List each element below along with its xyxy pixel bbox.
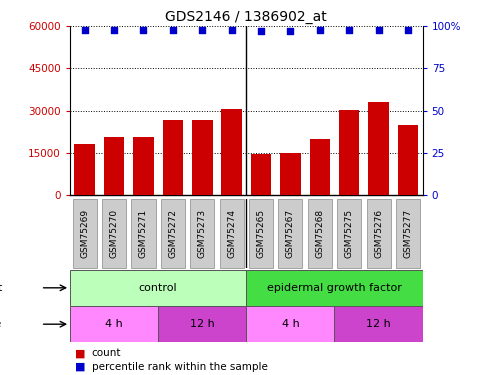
Text: ■: ■ xyxy=(75,362,85,372)
Bar xyxy=(220,199,244,268)
Text: percentile rank within the sample: percentile rank within the sample xyxy=(92,362,268,372)
Title: GDS2146 / 1386902_at: GDS2146 / 1386902_at xyxy=(166,10,327,24)
Bar xyxy=(74,144,95,195)
Text: epidermal growth factor: epidermal growth factor xyxy=(267,283,402,293)
Bar xyxy=(308,199,332,268)
Point xyxy=(199,27,206,33)
Point xyxy=(404,27,412,33)
Bar xyxy=(104,137,125,195)
Bar xyxy=(334,306,423,342)
Bar xyxy=(249,199,273,268)
Bar xyxy=(221,109,242,195)
Point xyxy=(140,27,147,33)
Bar xyxy=(70,306,158,342)
Text: agent: agent xyxy=(0,283,2,293)
Point xyxy=(110,27,118,33)
Text: control: control xyxy=(139,283,177,293)
Bar xyxy=(251,154,271,195)
Bar xyxy=(367,199,391,268)
Bar xyxy=(131,199,156,268)
Text: count: count xyxy=(92,348,121,358)
Bar xyxy=(192,120,213,195)
Text: GSM75271: GSM75271 xyxy=(139,209,148,258)
Bar xyxy=(398,124,418,195)
Bar xyxy=(133,136,154,195)
Text: GSM75273: GSM75273 xyxy=(198,209,207,258)
Text: GSM75277: GSM75277 xyxy=(403,209,412,258)
Bar xyxy=(280,153,301,195)
Text: ■: ■ xyxy=(75,348,85,358)
Bar xyxy=(161,199,185,268)
Bar xyxy=(190,199,214,268)
Point xyxy=(169,27,177,33)
Bar xyxy=(163,120,183,195)
Text: GSM75272: GSM75272 xyxy=(169,209,177,258)
Point xyxy=(228,27,236,33)
Text: GSM75276: GSM75276 xyxy=(374,209,383,258)
Text: time: time xyxy=(0,319,2,329)
Text: GSM75274: GSM75274 xyxy=(227,209,236,258)
Text: GSM75275: GSM75275 xyxy=(345,209,354,258)
Bar xyxy=(70,270,246,306)
Point xyxy=(81,27,88,33)
Bar xyxy=(102,199,126,268)
Text: 12 h: 12 h xyxy=(190,319,214,329)
Text: GSM75270: GSM75270 xyxy=(110,209,119,258)
Bar xyxy=(278,199,302,268)
Text: 4 h: 4 h xyxy=(105,319,123,329)
Bar xyxy=(246,270,423,306)
Bar xyxy=(310,139,330,195)
Bar xyxy=(396,199,420,268)
Bar xyxy=(337,199,361,268)
Text: GSM75265: GSM75265 xyxy=(256,209,266,258)
Bar xyxy=(246,306,334,342)
Text: 12 h: 12 h xyxy=(366,319,391,329)
Point xyxy=(345,27,353,33)
Text: GSM75269: GSM75269 xyxy=(80,209,89,258)
Text: 4 h: 4 h xyxy=(282,319,299,329)
Bar xyxy=(339,110,359,195)
Text: GSM75267: GSM75267 xyxy=(286,209,295,258)
Point xyxy=(257,28,265,34)
Bar xyxy=(158,306,246,342)
Bar xyxy=(368,102,389,195)
Point xyxy=(375,27,383,33)
Point xyxy=(316,27,324,33)
Bar xyxy=(72,199,97,268)
Text: GSM75268: GSM75268 xyxy=(315,209,324,258)
Point xyxy=(286,28,294,34)
